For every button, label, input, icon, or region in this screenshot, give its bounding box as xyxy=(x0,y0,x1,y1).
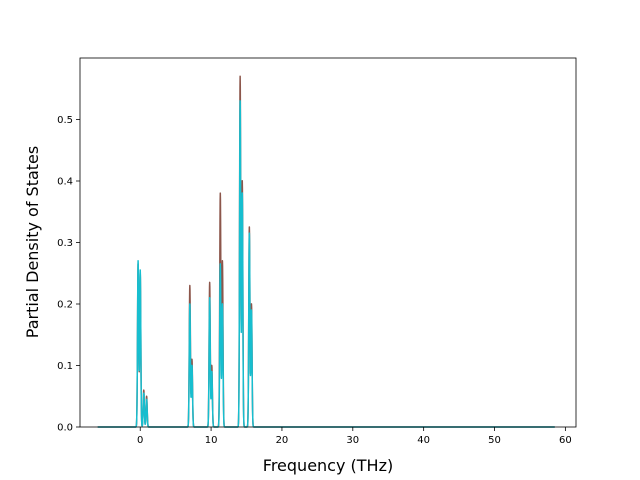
y-ticks: 0.0 0.1 0.2 0.3 0.4 0.5 xyxy=(57,115,80,434)
y-axis-title: Partial Density of States xyxy=(23,146,42,338)
x-tick-label: 40 xyxy=(417,435,430,446)
x-ticks: 0 10 20 30 40 50 60 xyxy=(137,427,572,446)
y-tick-label: 0.3 xyxy=(57,238,73,249)
x-tick-label: 10 xyxy=(205,435,218,446)
x-tick-label: 50 xyxy=(488,435,501,446)
y-tick-label: 0.2 xyxy=(57,300,73,311)
x-tick-label: 0 xyxy=(137,435,143,446)
x-tick-label: 20 xyxy=(276,435,289,446)
x-tick-label: 30 xyxy=(346,435,359,446)
y-tick-label: 0.1 xyxy=(57,361,73,372)
y-tick-label: 0.5 xyxy=(57,115,73,126)
x-axis-title: Frequency (THz) xyxy=(263,456,393,475)
y-tick-label: 0.0 xyxy=(57,423,73,434)
plot-area xyxy=(80,58,576,427)
y-tick-label: 0.4 xyxy=(57,177,73,188)
x-tick-label: 60 xyxy=(559,435,572,446)
